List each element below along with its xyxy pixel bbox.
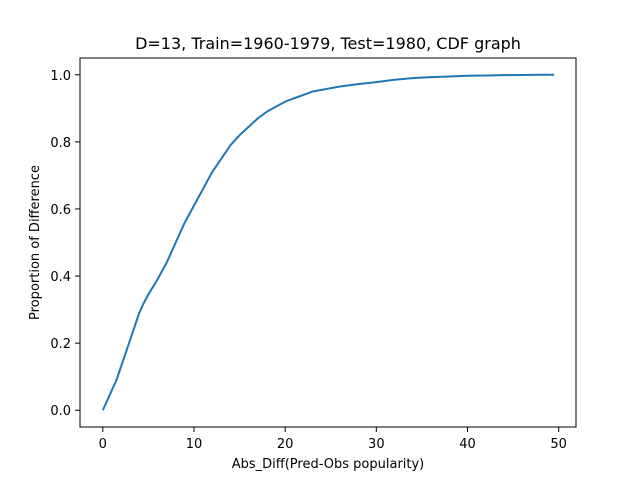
- x-axis-label: Abs_Diff(Pred-Obs popularity): [232, 457, 425, 472]
- y-tick-label: 1.0: [50, 69, 71, 84]
- y-tick-label: 0.0: [50, 404, 71, 419]
- y-tick-label: 0.4: [50, 270, 71, 285]
- x-tick-label: 30: [368, 437, 385, 452]
- chart-title: D=13, Train=1960-1979, Test=1980, CDF gr…: [135, 34, 521, 53]
- y-tick-label: 0.2: [50, 337, 71, 352]
- x-tick-label: 40: [459, 437, 476, 452]
- y-tick-label: 0.8: [50, 136, 71, 151]
- plot-area-frame: [79, 57, 577, 428]
- x-tick-label: 10: [186, 437, 203, 452]
- axis-ticks: 0 10 20 30 40 50 0.0 0.2 0.4 0.6 0.8 1.0: [50, 69, 567, 452]
- y-axis-label: Proportion of Difference: [28, 165, 43, 320]
- y-tick-label: 0.6: [50, 203, 71, 218]
- x-tick-label: 0: [99, 437, 107, 452]
- series-line-cdf: [101, 73, 555, 411]
- x-tick-label: 50: [550, 437, 567, 452]
- x-tick-label: 20: [277, 437, 294, 452]
